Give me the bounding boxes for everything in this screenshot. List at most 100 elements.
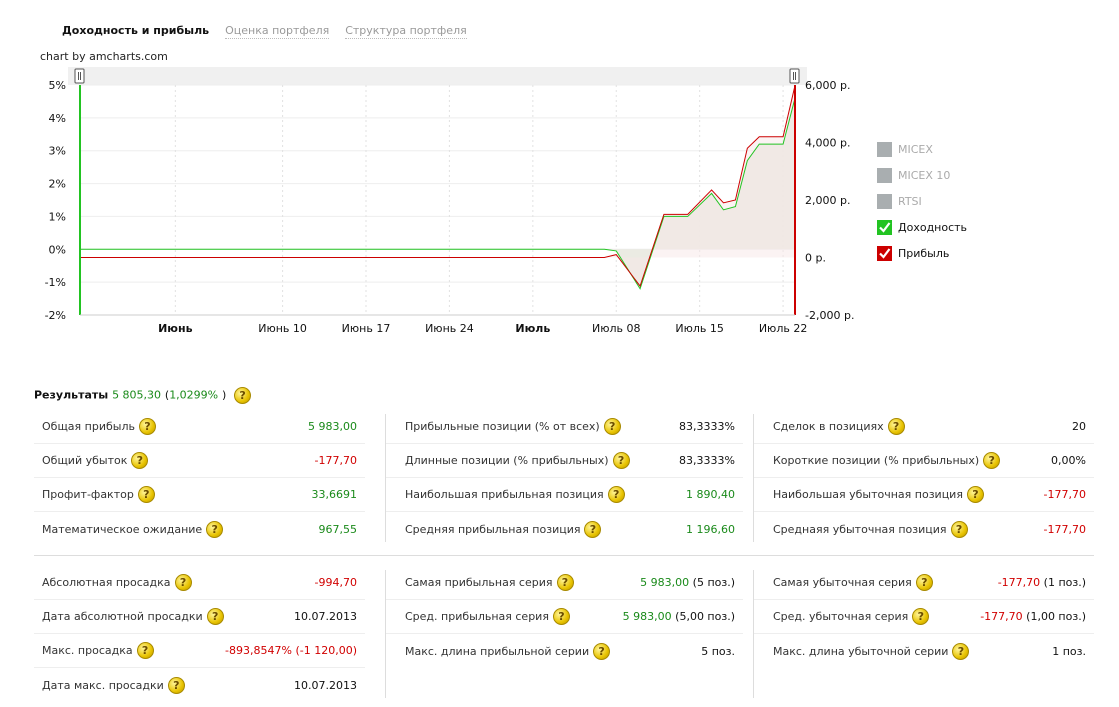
help-icon[interactable]: ? [952, 642, 970, 660]
right-tick-label: 4,000 р. [805, 137, 850, 150]
checkbox-unchecked-icon[interactable] [877, 141, 892, 157]
tab-0[interactable]: Доходность и прибыль [62, 24, 210, 37]
stat-label: Наибольшая прибыльная позиция? [405, 486, 625, 503]
stat-value-number: -177,70 [1043, 488, 1086, 501]
stat-label-text: Самая прибыльная серия [405, 576, 553, 589]
help-icon[interactable]: ? [131, 452, 149, 469]
help-icon[interactable]: ? [603, 418, 621, 435]
stat-value-number: 5 983,00 [622, 610, 672, 623]
checkbox-checked-icon[interactable] [877, 245, 892, 261]
results-paren-open: ( [164, 388, 170, 402]
stat-value-number: 967,55 [318, 522, 358, 536]
x-tick-label: Июнь 24 [425, 322, 474, 335]
checkbox-unchecked-icon[interactable] [877, 193, 892, 209]
stat-row: Сделок в позициях? 20 [753, 410, 1094, 444]
legend-item-3[interactable]: Доходность [877, 214, 967, 240]
help-icon[interactable]: ? [552, 608, 570, 625]
scrollbar-right-handle[interactable] [789, 68, 800, 84]
stat-value: -893,8547% (-1 120,00) [225, 644, 357, 657]
stats-column: Общая прибыль? 5 983,00 Общий убыток? -177,… [34, 410, 385, 546]
legend-item-2[interactable]: RTSI [877, 188, 967, 214]
stat-label: Наибольшая убыточная позиция? [773, 486, 984, 503]
stat-value-number: 5 поз. [701, 644, 735, 658]
stat-value: 33,6691 [312, 488, 358, 501]
stat-value: 83,3333% [679, 454, 735, 467]
help-icon[interactable]: ? [167, 676, 185, 694]
legend-item-4[interactable]: Прибыль [877, 240, 967, 266]
stat-label-text: Общая прибыль [42, 420, 135, 433]
stat-value: 1 196,60 [686, 523, 735, 536]
stat-label: Макс. длина прибыльной серии? [405, 642, 611, 660]
help-icon[interactable]: ? [174, 574, 192, 591]
stat-value: -177,70 [1044, 488, 1086, 501]
x-tick-label: Июнь 17 [342, 322, 391, 335]
profit-area [80, 85, 795, 287]
stat-row: Наибольшая убыточная позиция? -177,70 [753, 478, 1094, 512]
legend-item-1[interactable]: MICEX 10 [877, 162, 967, 188]
stat-value-suffix: (5,00 поз.) [671, 610, 735, 623]
help-icon[interactable]: ? [887, 418, 905, 435]
stat-row: Длинные позиции (% прибыльных)? 83,3333% [385, 444, 743, 478]
help-icon[interactable]: ? [612, 452, 630, 469]
results-paren-close: ) [221, 388, 227, 402]
stat-label: Общий убыток? [42, 452, 149, 469]
stat-row: Общий убыток? -177,70 [34, 444, 365, 478]
left-tick-label: -1% [45, 276, 66, 289]
left-tick-label: 3% [49, 145, 66, 158]
stats-column: Самая убыточная серия? -177,70 (1 поз.) Ср… [753, 566, 1094, 702]
x-tick-label: Июль 15 [675, 322, 724, 335]
help-icon[interactable]: ? [584, 520, 602, 538]
stat-value: 83,3333% [679, 420, 735, 433]
help-icon[interactable]: ? [206, 520, 224, 538]
help-icon[interactable]: ? [966, 486, 984, 503]
stat-value: 967,55 [319, 523, 358, 536]
checkbox-unchecked-icon[interactable] [877, 167, 892, 183]
stat-label-text: Макс. длина убыточной серии [773, 644, 949, 658]
stat-row: Макс. длина убыточной серии? 1 поз. [753, 634, 1094, 668]
stat-value: 5 983,00 [308, 420, 357, 433]
help-icon[interactable]: ? [234, 387, 252, 404]
stat-label: Короткие позиции (% прибыльных)? [773, 452, 1001, 469]
help-icon[interactable]: ? [556, 574, 574, 591]
stat-value-number: -177,70 [1043, 522, 1086, 536]
help-icon[interactable]: ? [915, 574, 933, 591]
stat-row: Макс. длина прибыльной серии? 5 поз. [385, 634, 743, 668]
stat-value-number: 5 983,00 [308, 420, 357, 433]
stat-value: -177,70 (1 поз.) [998, 576, 1086, 589]
scrollbar-left-handle[interactable] [74, 68, 85, 84]
stat-row: Макс. просадка? -893,8547% (-1 120,00) [34, 634, 365, 668]
help-icon[interactable]: ? [137, 486, 155, 503]
checkbox-checked-icon[interactable] [877, 219, 892, 235]
help-icon[interactable]: ? [206, 608, 224, 625]
help-icon[interactable]: ? [593, 642, 611, 660]
stat-value: -177,70 [1044, 523, 1086, 536]
chart-credit[interactable]: chart by amcharts.com [40, 50, 168, 63]
portfolio-chart[interactable]: 5% 4% 3% 2% 1% 0% -1% -2% 6,000 р. 4,000 р. 2,000 … [0, 60, 880, 345]
stat-label-text: Самая убыточная серия [773, 576, 912, 589]
stat-label: Общая прибыль? [42, 418, 156, 435]
stat-row: Самая убыточная серия? -177,70 (1 поз.) [753, 566, 1094, 600]
help-icon[interactable]: ? [912, 608, 930, 625]
results-title: Результаты [34, 388, 109, 402]
help-icon[interactable]: ? [138, 418, 156, 435]
stat-label: Прибыльные позиции (% от всех)? [405, 418, 621, 435]
stat-value: 5 983,00 (5 поз.) [640, 576, 735, 589]
stat-value-number: -177,70 [980, 610, 1023, 623]
stat-label-text: Короткие позиции (% прибыльных) [773, 454, 980, 467]
stat-label: Профит-фактор? [42, 486, 155, 503]
stats-column: Сделок в позициях? 20 Короткие позиции (% … [753, 410, 1094, 546]
legend-label: MICEX 10 [898, 168, 951, 182]
help-icon[interactable]: ? [950, 520, 968, 538]
stat-label: Среднаяя убыточная позиция? [773, 520, 968, 538]
tab-1[interactable]: Оценка портфеля [225, 24, 330, 39]
help-icon[interactable]: ? [136, 642, 154, 659]
legend-item-0[interactable]: MICEX [877, 136, 967, 162]
help-icon[interactable]: ? [983, 452, 1001, 469]
stat-value: -177,70 (1,00 поз.) [980, 610, 1086, 623]
tab-2[interactable]: Структура портфеля [345, 24, 467, 39]
stat-value-number: 1 890,40 [686, 488, 735, 501]
stat-value-number: 5 983,00 [640, 576, 690, 589]
profit-line [80, 85, 796, 288]
help-icon[interactable]: ? [607, 486, 625, 503]
scrollbar-track [68, 67, 807, 85]
